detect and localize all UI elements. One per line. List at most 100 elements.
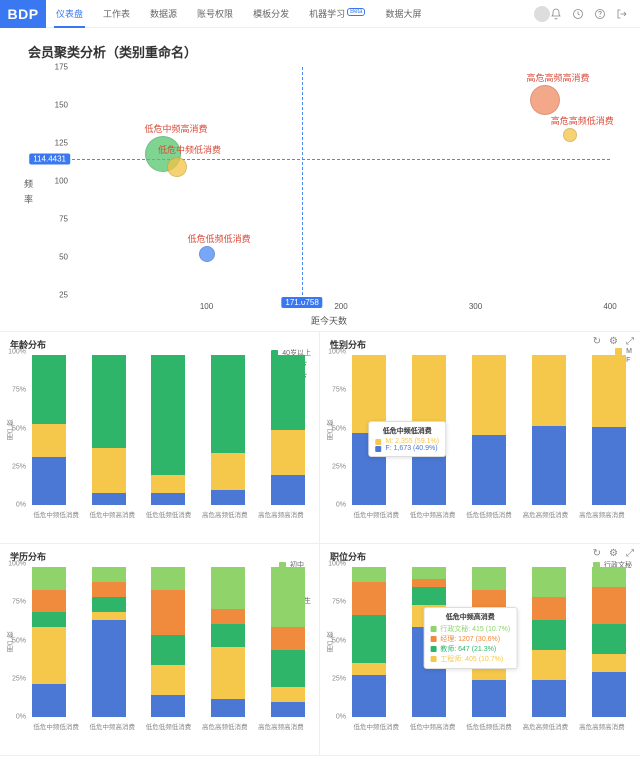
crosshair-y-label: 114.4431 bbox=[29, 154, 70, 165]
legend-label: M bbox=[626, 348, 632, 355]
nav-item[interactable]: 数据源 bbox=[140, 0, 187, 28]
top-nav: BDP 仪表盘工作表数据源账号权限模板分发机器学习Beta数据大屏 bbox=[0, 0, 640, 28]
undo-icon[interactable]: ↻ bbox=[593, 548, 601, 559]
bar-column[interactable] bbox=[32, 355, 66, 505]
x-label: 低危中频低消费 bbox=[28, 721, 84, 731]
bar-column[interactable] bbox=[352, 567, 386, 717]
x-tick: 400 bbox=[603, 302, 616, 311]
nav-item[interactable]: 工作表 bbox=[93, 0, 140, 28]
x-label: 低危低频低消费 bbox=[140, 509, 196, 519]
bar-column[interactable] bbox=[532, 355, 566, 505]
brand-text: BDP bbox=[7, 6, 38, 22]
nav-items: 仪表盘工作表数据源账号权限模板分发机器学习Beta数据大屏 bbox=[46, 0, 431, 28]
scatter-y-label: 频 率 bbox=[22, 179, 35, 206]
undo-icon[interactable]: ↻ bbox=[593, 336, 601, 347]
tooltip: 低危中频高消费行政文秘: 415 (10.7%)经理: 1207 (30.6%)… bbox=[423, 607, 517, 669]
y-tick: 125 bbox=[48, 138, 68, 147]
bar-column[interactable] bbox=[472, 355, 506, 505]
mini-chart-area[interactable]: 0%25%50%75%100%用户数低危中频高消费行政文秘: 415 (10.7… bbox=[348, 567, 630, 717]
mini-title: 学历分布 bbox=[10, 550, 313, 563]
bubble-label: 低危中频低消费 bbox=[158, 143, 221, 156]
bar-column[interactable] bbox=[151, 567, 185, 717]
x-label: 低危低频低消费 bbox=[461, 509, 517, 519]
tooltip: 低危中频低消费M: 2,355 (59.1%)F: 1,673 (40.9%) bbox=[368, 421, 446, 457]
bubble-label: 高危高频低消费 bbox=[551, 114, 614, 127]
bar-column[interactable] bbox=[211, 567, 245, 717]
bar-column[interactable] bbox=[532, 567, 566, 717]
x-label: 高危高频高消费 bbox=[253, 509, 309, 519]
mini-chart: 年龄分布40岁以上31-40岁21-30岁0%25%50%75%100%用户数低… bbox=[0, 332, 320, 544]
x-label: 低危低频低消费 bbox=[461, 721, 517, 731]
exit-icon[interactable] bbox=[616, 8, 628, 20]
y-tick: 50 bbox=[48, 253, 68, 262]
bar-column[interactable] bbox=[211, 355, 245, 505]
nav-item[interactable]: 模板分发 bbox=[243, 0, 299, 28]
mini-y-label: 用户数 bbox=[326, 420, 336, 441]
x-label: 低危中频高消费 bbox=[404, 721, 460, 731]
mini-title: 年龄分布 bbox=[10, 338, 313, 351]
bar-column[interactable] bbox=[271, 355, 305, 505]
bar-column[interactable] bbox=[592, 567, 626, 717]
y-tick: 25 bbox=[48, 291, 68, 300]
bar-column[interactable] bbox=[92, 355, 126, 505]
scatter-plot[interactable]: 255075100125150175100200300400114.443117… bbox=[72, 67, 610, 295]
expand-icon[interactable]: ⤢ bbox=[626, 548, 634, 559]
x-tick: 200 bbox=[334, 302, 347, 311]
help-icon[interactable] bbox=[594, 8, 606, 20]
mini-chart: 学历分布初中高中大学研究生博士0%25%50%75%100%用户数低危中频低消费… bbox=[0, 544, 320, 756]
x-tick: 300 bbox=[469, 302, 482, 311]
bubble-label: 低危低频低消费 bbox=[188, 232, 251, 245]
x-label: 高危高频高消费 bbox=[574, 721, 630, 731]
mini-y-label: 用户数 bbox=[6, 420, 16, 441]
nav-item[interactable]: 机器学习Beta bbox=[299, 0, 375, 28]
bar-column[interactable] bbox=[32, 567, 66, 717]
x-label: 高危高频高消费 bbox=[574, 509, 630, 519]
x-label: 低危中频高消费 bbox=[84, 721, 140, 731]
settings-icon[interactable]: ⚙ bbox=[609, 548, 618, 559]
mini-chart: 职位分布↻⚙⤢行政文秘经理教师工程师个体户0%25%50%75%100%用户数低… bbox=[320, 544, 640, 756]
x-label: 低危中频高消费 bbox=[84, 509, 140, 519]
mini-y-label: 用户数 bbox=[326, 632, 336, 653]
x-label: 低危中频低消费 bbox=[348, 509, 404, 519]
bubble[interactable] bbox=[530, 85, 560, 115]
x-label: 低危中频低消费 bbox=[28, 509, 84, 519]
expand-icon[interactable]: ⤢ bbox=[626, 336, 634, 347]
bubble[interactable] bbox=[167, 157, 187, 177]
recent-icon[interactable] bbox=[572, 8, 584, 20]
y-tick: 75 bbox=[48, 214, 68, 223]
avatar[interactable] bbox=[534, 6, 550, 22]
bar-column[interactable] bbox=[151, 355, 185, 505]
mini-chart-area[interactable]: 0%25%50%75%100%用户数 bbox=[28, 355, 309, 505]
bubble[interactable] bbox=[563, 128, 577, 142]
nav-item[interactable]: 账号权限 bbox=[187, 0, 243, 28]
crosshair-x-label: 171.0758 bbox=[281, 297, 322, 308]
bar-column[interactable] bbox=[592, 355, 626, 505]
scatter-panel: 会员聚类分析（类别重命名） 25507510012515017510020030… bbox=[0, 28, 640, 331]
nav-icon-group bbox=[550, 8, 640, 20]
mini-chart-grid: 年龄分布40岁以上31-40岁21-30岁0%25%50%75%100%用户数低… bbox=[0, 331, 640, 756]
nav-item[interactable]: 数据大屏 bbox=[375, 0, 431, 28]
brand-logo[interactable]: BDP bbox=[0, 0, 46, 28]
bar-column[interactable] bbox=[271, 567, 305, 717]
mini-y-label: 用户数 bbox=[6, 632, 16, 653]
bar-column[interactable] bbox=[92, 567, 126, 717]
x-label: 高危高频高消费 bbox=[253, 721, 309, 731]
settings-icon[interactable]: ⚙ bbox=[609, 336, 618, 347]
y-tick: 100 bbox=[48, 177, 68, 186]
x-tick: 100 bbox=[200, 302, 213, 311]
bubble-label: 低危中频高消费 bbox=[145, 122, 208, 135]
mini-title: 职位分布 bbox=[330, 550, 634, 563]
x-label: 高危高频低消费 bbox=[197, 509, 253, 519]
x-label: 低危中频低消费 bbox=[348, 721, 404, 731]
mini-chart-area[interactable]: 0%25%50%75%100%用户数 bbox=[28, 567, 309, 717]
nav-item[interactable]: 仪表盘 bbox=[46, 0, 93, 28]
x-label: 低危中频高消费 bbox=[404, 509, 460, 519]
mini-title: 性别分布 bbox=[330, 338, 634, 351]
scatter-x-label: 距今天数 bbox=[311, 314, 347, 327]
mini-chart: 性别分布↻⚙⤢MF0%25%50%75%100%用户数低危中频低消费M: 2,3… bbox=[320, 332, 640, 544]
bubble[interactable] bbox=[199, 246, 215, 262]
bell-icon[interactable] bbox=[550, 8, 562, 20]
mini-chart-area[interactable]: 0%25%50%75%100%用户数低危中频低消费M: 2,355 (59.1%… bbox=[348, 355, 630, 505]
x-label: 低危低频低消费 bbox=[140, 721, 196, 731]
bubble-label: 高危高频高消费 bbox=[527, 71, 590, 84]
